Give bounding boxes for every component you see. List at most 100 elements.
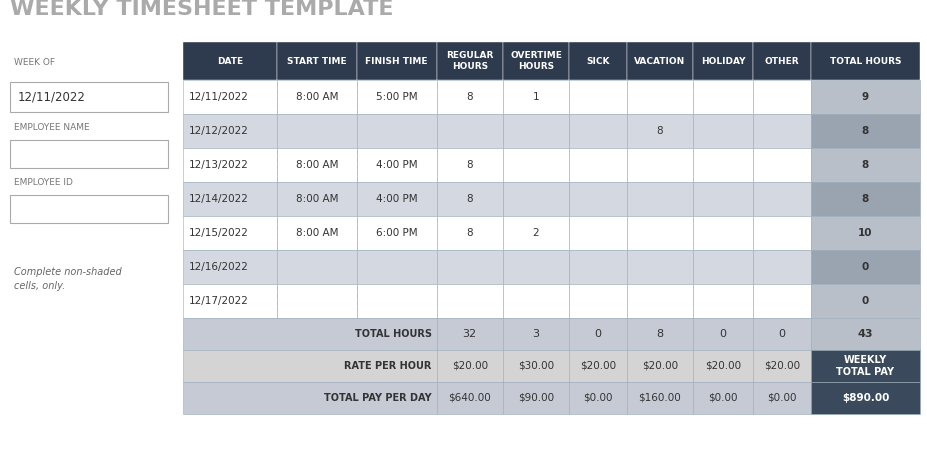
Bar [627,318,693,350]
Bar [357,250,437,284]
Bar [693,42,754,80]
Text: TOTAL HOURS: TOTAL HOURS [830,56,901,66]
Bar [277,182,357,216]
Bar [627,382,693,414]
Bar [569,382,627,414]
Text: $90.00: $90.00 [518,393,554,403]
Text: 12/15/2022: 12/15/2022 [189,228,248,238]
Bar [357,182,437,216]
Bar [183,284,277,318]
Text: FINISH TIME: FINISH TIME [365,56,428,66]
Text: $160.00: $160.00 [639,393,681,403]
Text: $30.00: $30.00 [518,361,554,371]
Text: 4:00 PM: 4:00 PM [376,160,417,170]
Text: $20.00: $20.00 [580,361,616,371]
Bar [811,216,920,250]
Bar [183,182,277,216]
Text: OVERTIME
HOURS: OVERTIME HOURS [510,51,562,71]
Bar [569,114,627,148]
Bar [437,114,502,148]
Text: 5:00 PM: 5:00 PM [376,92,417,102]
Bar [569,284,627,318]
Bar [627,80,693,114]
Bar [811,42,920,80]
Text: 9: 9 [862,92,869,102]
Bar [357,80,437,114]
Bar [277,284,357,318]
Bar [437,382,502,414]
Text: OTHER: OTHER [765,56,799,66]
Text: 32: 32 [463,329,476,339]
Bar [811,350,920,382]
Bar [569,80,627,114]
Bar [502,250,569,284]
Bar [627,114,693,148]
Bar [437,42,502,80]
Bar [811,318,920,350]
Text: 0: 0 [594,329,602,339]
Bar [10,195,168,223]
Text: 8: 8 [466,194,473,204]
Text: 8: 8 [466,92,473,102]
Bar [10,140,168,168]
Bar [502,114,569,148]
Bar [693,216,754,250]
Bar [502,318,569,350]
Bar [627,182,693,216]
Bar [502,350,569,382]
Bar [569,148,627,182]
Bar [183,382,437,414]
Bar [754,382,811,414]
Text: 8:00 AM: 8:00 AM [296,194,338,204]
Text: SICK: SICK [586,56,610,66]
Bar [437,148,502,182]
Bar [277,80,357,114]
Text: 12/17/2022: 12/17/2022 [189,296,248,306]
Text: RATE PER HOUR: RATE PER HOUR [344,361,432,371]
Text: 10: 10 [858,228,872,238]
Text: 12/13/2022: 12/13/2022 [189,160,248,170]
Bar [693,250,754,284]
Text: 1: 1 [533,92,540,102]
Bar [183,80,277,114]
Bar [277,148,357,182]
Text: $20.00: $20.00 [641,361,678,371]
Bar [627,148,693,182]
Text: 2: 2 [533,228,540,238]
Bar [693,382,754,414]
Bar [754,216,811,250]
Text: 8:00 AM: 8:00 AM [296,228,338,238]
Bar [811,148,920,182]
Bar [357,284,437,318]
Bar [754,284,811,318]
Bar [437,350,502,382]
Bar [811,250,920,284]
Text: Complete non-shaded
cells, only.: Complete non-shaded cells, only. [14,267,121,291]
Text: 8: 8 [862,160,870,170]
Bar [569,182,627,216]
Bar [627,350,693,382]
Bar [277,42,357,80]
Bar [754,250,811,284]
Bar [183,42,277,80]
Text: 8: 8 [466,228,473,238]
Bar [502,182,569,216]
Text: 8: 8 [862,126,870,136]
Text: 8:00 AM: 8:00 AM [296,160,338,170]
Bar [569,318,627,350]
Bar [693,80,754,114]
Bar [569,250,627,284]
Bar [754,350,811,382]
Bar [183,250,277,284]
Bar [357,42,437,80]
Text: 12/14/2022: 12/14/2022 [189,194,248,204]
Text: 8:00 AM: 8:00 AM [296,92,338,102]
Text: DATE: DATE [217,56,243,66]
Text: TOTAL PAY PER DAY: TOTAL PAY PER DAY [324,393,432,403]
Bar [437,284,502,318]
Bar [357,216,437,250]
Bar [754,42,811,80]
Text: 8: 8 [862,194,870,204]
Text: 0: 0 [862,296,870,306]
Bar [693,284,754,318]
